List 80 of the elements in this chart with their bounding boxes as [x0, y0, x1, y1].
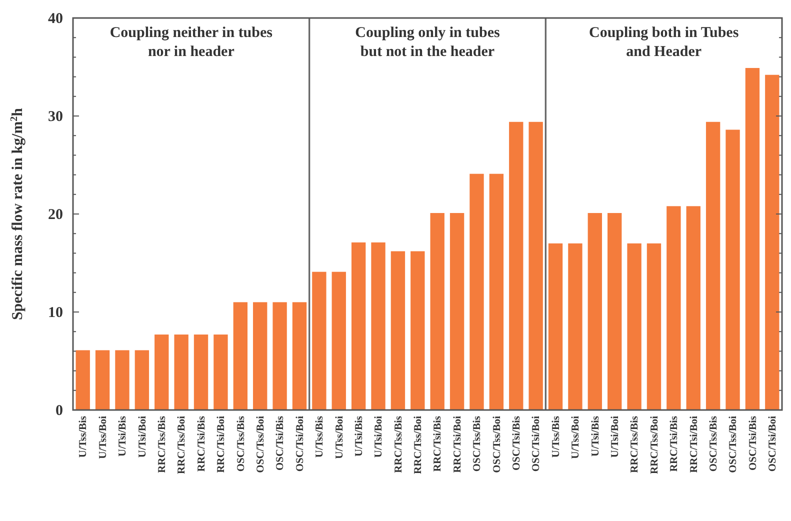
x-tick-label: OSC/Tss/Boi: [492, 416, 503, 473]
bar: [528, 122, 543, 410]
bar: [332, 272, 346, 410]
x-tick-label: RRC/Tsi/Boi: [216, 416, 228, 473]
y-tick-label: 20: [48, 206, 63, 223]
x-tick-label: RRC/Tsi/Bis: [669, 416, 680, 472]
x-tick-label: OSC/Tss/Bis: [472, 416, 484, 472]
bar: [115, 350, 130, 410]
bar: [351, 242, 366, 410]
x-tick-label: OSC/Tss/Bis: [708, 416, 720, 472]
bar: [154, 334, 169, 410]
y-tick-label: 30: [48, 108, 63, 125]
bar: [568, 243, 582, 410]
x-tick-label: OSC/Tss/Bis: [236, 416, 247, 472]
bar: [745, 68, 760, 410]
x-tick-label: U/Tsi/Boi: [374, 416, 385, 458]
bar: [371, 242, 386, 410]
x-tick-label: U/Tss/Boi: [98, 416, 109, 459]
annotation: Coupling neither in tubes nor in header: [110, 25, 273, 60]
x-tick-label: U/Tsi/Boi: [137, 416, 148, 458]
bar: [706, 122, 720, 410]
x-tick-label: RRC/Tss/Boi: [176, 416, 188, 474]
bar: [312, 272, 326, 410]
x-tick-label: U/Tsi/Bis: [354, 416, 365, 456]
bar: [686, 206, 700, 410]
y-tick-label: 0: [56, 402, 63, 419]
x-tick-label: OSC/Tsi/Bis: [275, 416, 286, 470]
x-tick-label: OSC/Tss/Boi: [728, 416, 740, 473]
bar: [194, 334, 208, 410]
bar: [134, 350, 150, 410]
bar: [253, 302, 268, 410]
x-tick-label: RRC/Tss/Bis: [156, 416, 168, 473]
bar: [470, 174, 484, 410]
x-tick-label: RRC/Tss/Bis: [630, 416, 641, 473]
x-tick-label: U/Tss/Boi: [570, 416, 582, 459]
x-tick-label: OSC/Tsi/Bis: [511, 416, 522, 470]
bar: [76, 350, 90, 410]
bar: [646, 243, 662, 410]
x-tick-label: U/Tss/Bis: [550, 416, 562, 458]
x-tick-label: U/Tss/Bis: [314, 416, 326, 458]
x-tick-label: U/Tsi/Boi: [610, 416, 621, 458]
x-tick-label: OSC/Tsi/Boi: [531, 416, 542, 472]
x-tick-label: OSC/Tsi/Boi: [294, 416, 306, 472]
bar: [430, 213, 444, 410]
bar: [489, 174, 504, 410]
y-tick-label: 10: [48, 304, 63, 321]
bar: [214, 334, 228, 410]
annotation: Coupling only in tubes but not in the header: [355, 25, 500, 60]
bar: [95, 350, 110, 410]
annotation: Coupling both in Tubes and Header: [588, 25, 739, 60]
x-tick-label: U/Tss/Bis: [78, 416, 90, 458]
x-tick-label: RRC/Tss/Bis: [393, 416, 404, 473]
x-tick-label: RRC/Tsi/Bis: [432, 416, 444, 472]
x-tick-label: OSC/Tsi/Boi: [768, 416, 779, 472]
bar: [509, 122, 524, 410]
bar: [726, 130, 740, 410]
bar: [548, 243, 563, 410]
x-tick-label: U/Tss/Boi: [334, 416, 346, 459]
x-tick-label: RRC/Tss/Boi: [413, 416, 424, 474]
bar: [666, 206, 681, 410]
bar: [233, 302, 248, 410]
x-tick-label: U/Tsi/Bis: [590, 416, 602, 456]
x-tick-label: RRC/Tsi/Boi: [688, 416, 700, 473]
bar: [450, 213, 464, 410]
x-tick-label: RRC/Tsi/Boi: [452, 416, 464, 473]
bar: [292, 302, 307, 410]
bar: [588, 213, 602, 410]
bar: [174, 334, 188, 410]
bar: [627, 243, 642, 410]
x-tick-label: RRC/Tsi/Bis: [196, 416, 208, 472]
y-tick-label: 40: [48, 10, 63, 27]
bar: [765, 74, 780, 410]
x-tick-label: OSC/Tss/Boi: [255, 416, 266, 473]
bar: [272, 302, 287, 410]
bar: [390, 251, 406, 410]
x-tick-label: U/Tsi/Bis: [118, 416, 129, 456]
bar: [410, 251, 425, 410]
x-tick-label: OSC/Tsi/Bis: [748, 416, 759, 470]
bar: [608, 213, 622, 410]
x-tick-label: RRC/Tss/Boi: [649, 416, 660, 474]
